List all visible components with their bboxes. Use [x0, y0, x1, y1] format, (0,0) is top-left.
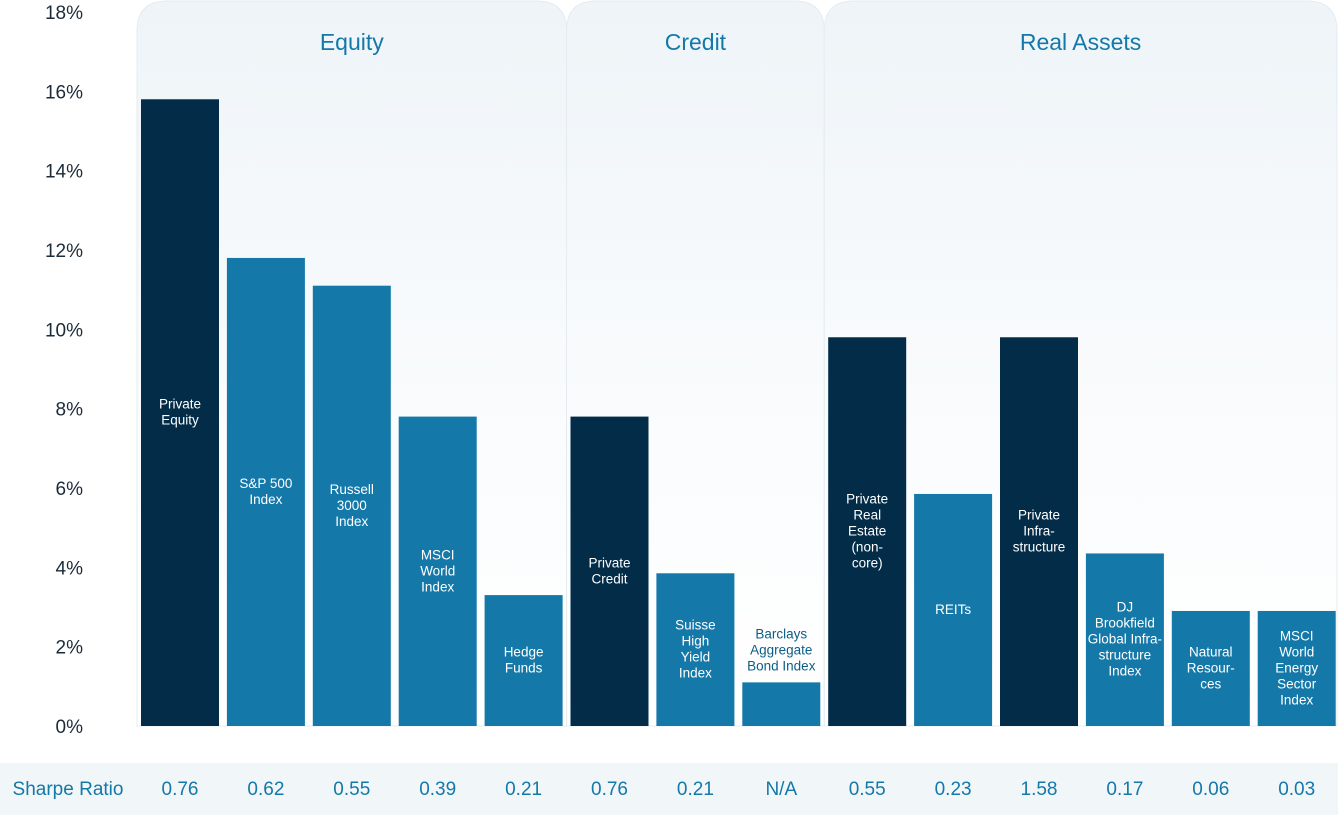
sharpe-ratio-value: 0.21: [505, 779, 542, 800]
bar: [141, 99, 219, 727]
sharpe-ratio-value: 0.76: [162, 779, 199, 800]
bar-label: Hedge Funds: [504, 645, 544, 676]
bar-label: S&P 500 Index: [239, 476, 292, 507]
group-label: Credit: [665, 29, 727, 55]
sharpe-ratio-value: 0.55: [333, 779, 370, 800]
bar: [570, 416, 649, 726]
bar: [1000, 337, 1078, 726]
bar-label: REITs: [935, 602, 971, 617]
bar: [914, 493, 993, 726]
bar: [484, 595, 563, 726]
bar-label: DJ Brookfield Global Infra-structure Index: [1088, 600, 1162, 679]
bar: [1085, 553, 1164, 726]
bar-label: Private Real Estate (non-core): [846, 492, 888, 571]
sharpe-ratio-value: N/A: [765, 779, 797, 800]
bar-label: MSCI World Energy Sector Index: [1275, 628, 1318, 707]
y-tick-label: 8%: [56, 400, 84, 421]
sharpe-band: [0, 763, 1338, 815]
bar: [1171, 610, 1250, 726]
y-tick-label: 2%: [56, 638, 84, 659]
sharpe-ratio-value: 0.62: [247, 779, 284, 800]
y-tick-label: 18%: [45, 3, 83, 24]
sharpe-ratio-value: 0.55: [849, 779, 886, 800]
bar-label: Private Equity: [159, 397, 201, 428]
sharpe-ratio-value: 0.06: [1192, 779, 1229, 800]
y-tick-label: 6%: [56, 479, 84, 500]
bar: [656, 573, 735, 726]
bar-label: Barclays Aggregate Bond Index: [747, 626, 816, 673]
y-tick-label: 14%: [45, 162, 83, 183]
bar-label: Private Credit: [588, 555, 630, 586]
bar: [1257, 610, 1336, 726]
bar: [226, 257, 305, 726]
sharpe-ratio-value: 0.03: [1278, 779, 1315, 800]
bar-label: Russell 3000 Index: [330, 482, 374, 529]
bar: [312, 285, 391, 726]
y-tick-label: 0%: [56, 717, 84, 738]
y-tick-label: 4%: [56, 558, 84, 579]
bars: Private Equity S&P 500 Index Russell 3000 Inde…: [141, 99, 1336, 727]
y-tick-label: 10%: [45, 320, 83, 341]
sharpe-ratio-row: Sharpe Ratio 0.76 0.62 0.55 0.39 0.21 0.76 0.21…: [0, 763, 1338, 815]
group-label: Real Assets: [1020, 29, 1141, 55]
bar: [742, 682, 821, 726]
bar-label: Private Infra-structure: [1013, 508, 1066, 555]
sharpe-ratio-value: 0.76: [591, 779, 628, 800]
bar-label: Suisse High Yield Index: [675, 618, 716, 681]
y-axis: 0% 2% 4% 6% 8% 10% 12% 14% 16% 18%: [45, 3, 83, 738]
sharpe-ratio-label: Sharpe Ratio: [13, 779, 124, 800]
sharpe-ratio-value: 0.39: [419, 779, 456, 800]
sharpe-ratio-value: 0.23: [935, 779, 972, 800]
bar: [828, 337, 907, 726]
group-label: Equity: [320, 29, 384, 55]
bar: [398, 416, 477, 726]
y-tick-label: 16%: [45, 82, 83, 103]
sharpe-ratio-value: 0.21: [677, 779, 714, 800]
sharpe-ratio-value: 0.17: [1106, 779, 1143, 800]
bar-label: MSCI World Index: [420, 547, 455, 594]
bar-label: Natural Resour-ces: [1187, 644, 1235, 691]
y-tick-label: 12%: [45, 241, 83, 262]
sharpe-ratio-value: 1.58: [1021, 779, 1058, 800]
